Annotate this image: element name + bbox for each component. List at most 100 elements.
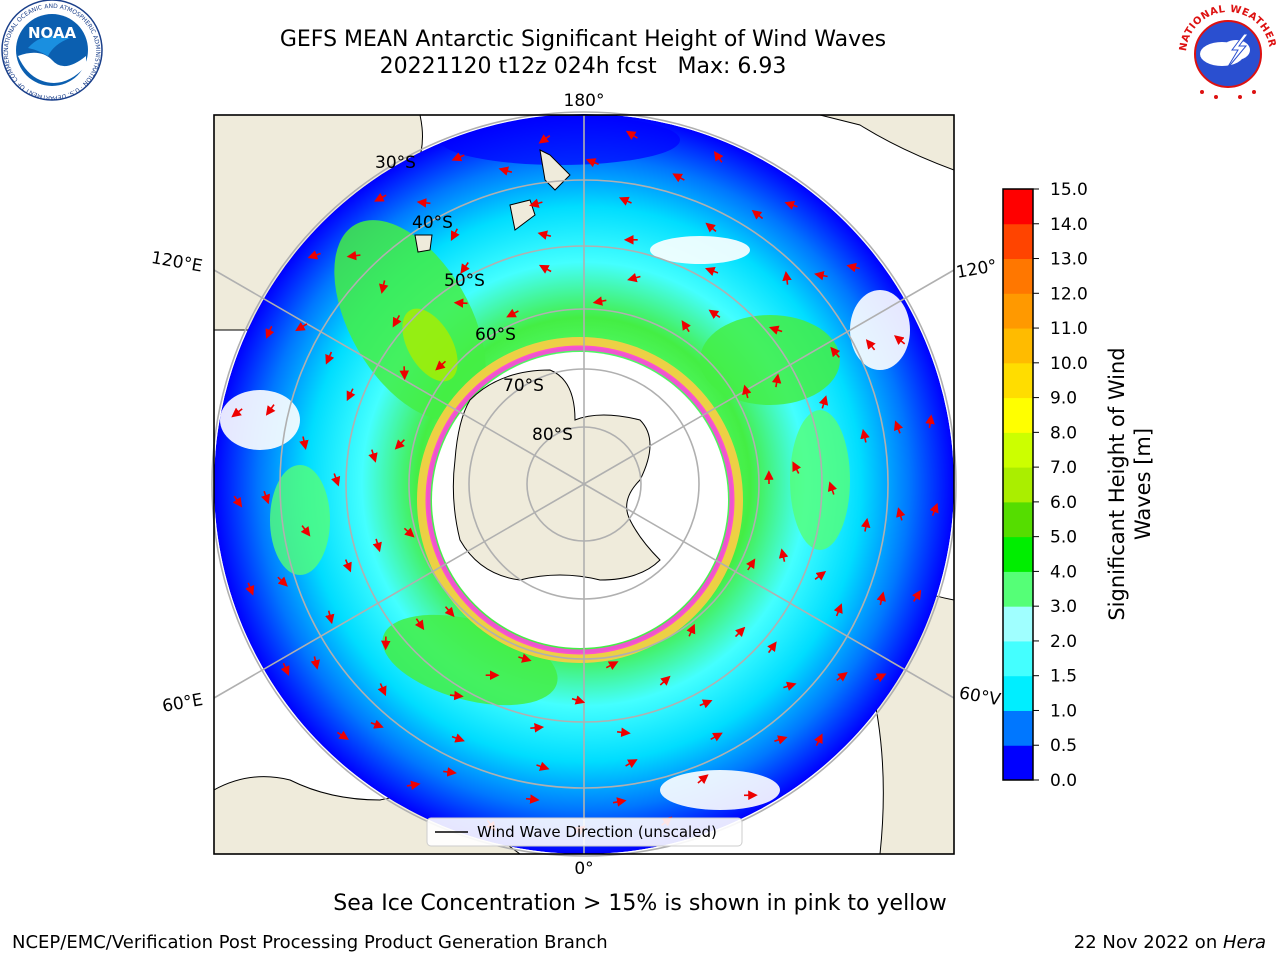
wind-arrow — [325, 610, 335, 625]
wind-arrow — [536, 761, 550, 771]
lat-label-50s: 50°S — [444, 271, 485, 291]
colorbar-tick-label: 4.0 — [1050, 562, 1077, 582]
wind-arrow — [767, 641, 777, 654]
wind-arrow — [406, 780, 421, 790]
wind-arrow — [746, 558, 756, 571]
wind-arrow — [307, 250, 321, 260]
wind-arrow — [530, 723, 545, 733]
wind-arrow — [443, 767, 457, 777]
wind-arrow — [416, 198, 431, 208]
wind-arrow — [245, 582, 255, 596]
wind-arrow — [818, 395, 829, 409]
colorbar-swatch — [1003, 675, 1033, 711]
wind-arrow — [860, 517, 871, 532]
wind-arrow — [336, 730, 349, 740]
wind-arrow — [310, 656, 321, 670]
wind-arrow — [605, 661, 619, 670]
wind-arrow — [774, 735, 788, 745]
wind-arrow — [681, 320, 691, 333]
colorbar-swatch — [1003, 258, 1033, 294]
footer-date-text: 22 Nov 2022 on — [1073, 932, 1223, 953]
wind-arrow — [876, 591, 886, 606]
wind-arrow — [625, 130, 638, 140]
colorbar-tick-label: 5.0 — [1050, 528, 1077, 548]
noaa-logo: NATIONAL OCEANIC AND ATMOSPHERIC ADMINIS… — [0, 0, 103, 101]
wind-arrow — [370, 719, 384, 729]
lon-label-60e: 60°E — [161, 690, 205, 717]
colorbar-tick-label: 11.0 — [1050, 319, 1088, 339]
wind-arrow — [525, 794, 540, 804]
wind-arrow — [295, 322, 308, 332]
wind-arrow — [506, 308, 519, 318]
wind-arrow — [498, 166, 513, 176]
colorbar-tick-label: 13.0 — [1050, 250, 1088, 270]
wind-arrow — [451, 733, 465, 743]
wind-arrow — [771, 373, 782, 388]
wind-arrow — [768, 325, 783, 335]
wind-arrow — [232, 495, 243, 508]
wind-arrow — [372, 538, 382, 553]
colorbar-tick-label: 3.0 — [1050, 597, 1077, 617]
wind-arrow — [784, 200, 798, 210]
lat-label-40s: 40°S — [412, 213, 453, 233]
caption: Sea Ice Concentration > 15% is shown in … — [333, 891, 947, 916]
wind-arrow — [414, 618, 425, 631]
wind-arrow — [830, 346, 841, 358]
wind-arrow — [827, 481, 837, 495]
wind-arrow — [435, 360, 447, 371]
graticule — [211, 111, 957, 857]
wind-arrow — [659, 675, 671, 686]
wind-arrow — [346, 250, 361, 261]
wind-arrow — [374, 192, 387, 202]
wind-arrow — [833, 603, 843, 617]
wind-arrow — [699, 699, 713, 709]
wind-arrow — [346, 388, 356, 402]
colorbar-swatch — [1003, 223, 1033, 260]
wind-arrow — [751, 209, 764, 220]
wind-arrow — [342, 559, 352, 573]
wind-arrow — [538, 134, 551, 144]
colorbar-swatch — [1003, 467, 1033, 503]
wind-wave-arrows — [231, 130, 939, 836]
wind-arrow — [778, 548, 789, 562]
wind-arrow — [231, 407, 243, 418]
wind-arrow — [625, 759, 638, 769]
wind-arrow — [537, 230, 552, 240]
wind-arrow — [783, 681, 797, 691]
lat-label-70s: 70°S — [503, 376, 544, 396]
wind-arrow — [911, 589, 922, 602]
lon-label-0: 0° — [574, 859, 593, 879]
colorbar-tick-label: 15.0 — [1050, 180, 1088, 200]
lat-label-30s: 30°S — [375, 153, 416, 173]
colorbar-tick-label: 7.0 — [1050, 458, 1077, 478]
wind-arrow — [277, 576, 288, 587]
colorbar-tick-label: 2.0 — [1050, 632, 1077, 652]
wind-arrow — [627, 272, 641, 283]
wind-arrow — [325, 351, 335, 365]
wind-arrow — [894, 420, 903, 434]
wind-arrow — [529, 198, 543, 208]
map-legend: Wind Wave Direction (unscaled) — [426, 817, 743, 847]
wind-arrow — [299, 436, 309, 450]
colorbar-tick-label: 14.0 — [1050, 215, 1088, 235]
colorbar-label-line1: Significant Height of Wind — [1105, 347, 1129, 620]
footer-branch: NCEP/EMC/Verification Post Processing Pr… — [12, 932, 608, 953]
wind-arrow — [925, 414, 935, 429]
wind-arrow — [846, 262, 860, 273]
wind-arrow — [280, 662, 290, 676]
wind-arrow — [518, 653, 532, 663]
colorbar-tick-label: 0.0 — [1050, 771, 1077, 791]
wind-arrow — [672, 173, 685, 183]
colorbar-swatch — [1003, 328, 1033, 364]
chart-title: GEFS MEAN Antarctic Significant Height o… — [279, 27, 887, 52]
colorbar-tick-label: 10.0 — [1050, 354, 1088, 374]
wind-arrow — [538, 264, 552, 274]
wind-arrow — [929, 502, 939, 516]
wind-arrow — [378, 280, 389, 294]
wind-arrow — [865, 339, 876, 351]
colorbar-swatch — [1003, 640, 1033, 677]
legend-label: Wind Wave Direction (unscaled) — [477, 823, 717, 841]
colorbar-swatch — [1003, 536, 1033, 572]
wind-arrow — [893, 335, 906, 345]
